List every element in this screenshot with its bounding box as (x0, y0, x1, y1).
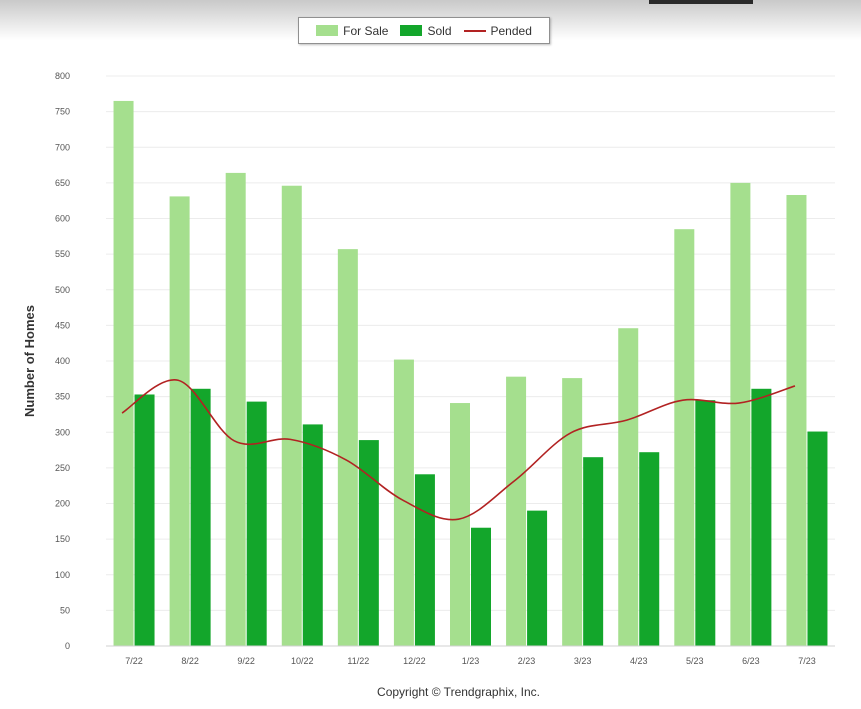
y-tick-label: 200 (55, 499, 70, 509)
legend-label-pended: Pended (490, 23, 532, 38)
line-pended (121, 379, 796, 521)
x-tick-label: 10/22 (291, 656, 314, 666)
legend-swatch-sold (400, 25, 423, 36)
y-tick-label: 150 (55, 534, 70, 544)
bar-sold (414, 474, 435, 646)
y-tick-label: 250 (55, 463, 70, 473)
x-tick-label: 9/22 (237, 656, 255, 666)
legend-item-pended[interactable]: Pended (463, 23, 532, 38)
bar-sold (246, 401, 267, 646)
bar-sold (751, 388, 772, 646)
x-tick-label: 7/23 (798, 656, 816, 666)
bar-sold (302, 424, 323, 646)
y-tick-label: 700 (55, 142, 70, 152)
y-axis-title: Number of Homes (22, 305, 37, 417)
legend-item-for-sale[interactable]: For Sale (316, 24, 388, 38)
x-tick-label: 2/23 (518, 656, 536, 666)
bar-for-sale (393, 359, 414, 646)
bar-for-sale (618, 328, 639, 646)
bar-sold (807, 431, 828, 646)
bar-for-sale (337, 249, 358, 646)
y-tick-label: 500 (55, 285, 70, 295)
chart-legend: For Sale Sold Pended (298, 17, 550, 44)
y-tick-label: 350 (55, 392, 70, 402)
y-tick-label: 450 (55, 320, 70, 330)
legend-label-for-sale: For Sale (343, 23, 389, 38)
y-tick-label: 300 (55, 427, 70, 437)
y-tick-label: 0 (65, 641, 70, 651)
bar-for-sale (730, 182, 751, 646)
bar-sold (134, 394, 155, 646)
bar-for-sale (281, 185, 302, 646)
y-tick-label: 50 (60, 605, 70, 615)
legend-item-sold[interactable]: Sold (400, 23, 452, 38)
legend-line-pended (463, 29, 486, 32)
x-tick-label: 8/22 (181, 656, 199, 666)
y-tick-label: 750 (55, 107, 70, 117)
y-tick-label: 550 (55, 249, 70, 259)
legend-swatch-for-sale (316, 25, 339, 36)
bar-sold (583, 457, 604, 646)
bar-for-sale (506, 376, 527, 646)
x-tick-label: 1/23 (462, 656, 480, 666)
bar-sold (358, 440, 379, 646)
legend-label-sold: Sold (427, 23, 452, 38)
x-tick-label: 5/23 (686, 656, 704, 666)
y-tick-label: 400 (55, 356, 70, 366)
bar-for-sale (674, 229, 695, 646)
bar-sold (695, 400, 716, 646)
y-tick-label: 100 (55, 570, 70, 580)
x-tick-label: 11/22 (347, 656, 369, 666)
y-tick-label: 800 (55, 71, 70, 81)
bar-sold (639, 452, 660, 646)
bar-for-sale (786, 194, 807, 647)
bar-for-sale (562, 378, 583, 646)
dark-tab-edge (649, 0, 753, 4)
bar-for-sale (450, 403, 470, 646)
bar-for-sale (169, 196, 190, 646)
x-tick-label: 6/23 (742, 656, 760, 666)
bar-for-sale (225, 172, 246, 646)
x-tick-label: 12/22 (403, 656, 426, 666)
bar-for-sale (113, 100, 134, 646)
bar-sold (471, 527, 491, 646)
x-tick-label: 3/23 (574, 656, 592, 666)
x-tick-label: 4/23 (630, 656, 648, 666)
y-tick-label: 600 (55, 214, 70, 224)
bar-sold (190, 388, 211, 646)
x-tick-label: 7/22 (125, 656, 143, 666)
copyright-credit: Copyright © Trendgraphix, Inc. (377, 685, 540, 699)
bar-sold (527, 510, 548, 646)
y-tick-label: 650 (55, 178, 70, 188)
